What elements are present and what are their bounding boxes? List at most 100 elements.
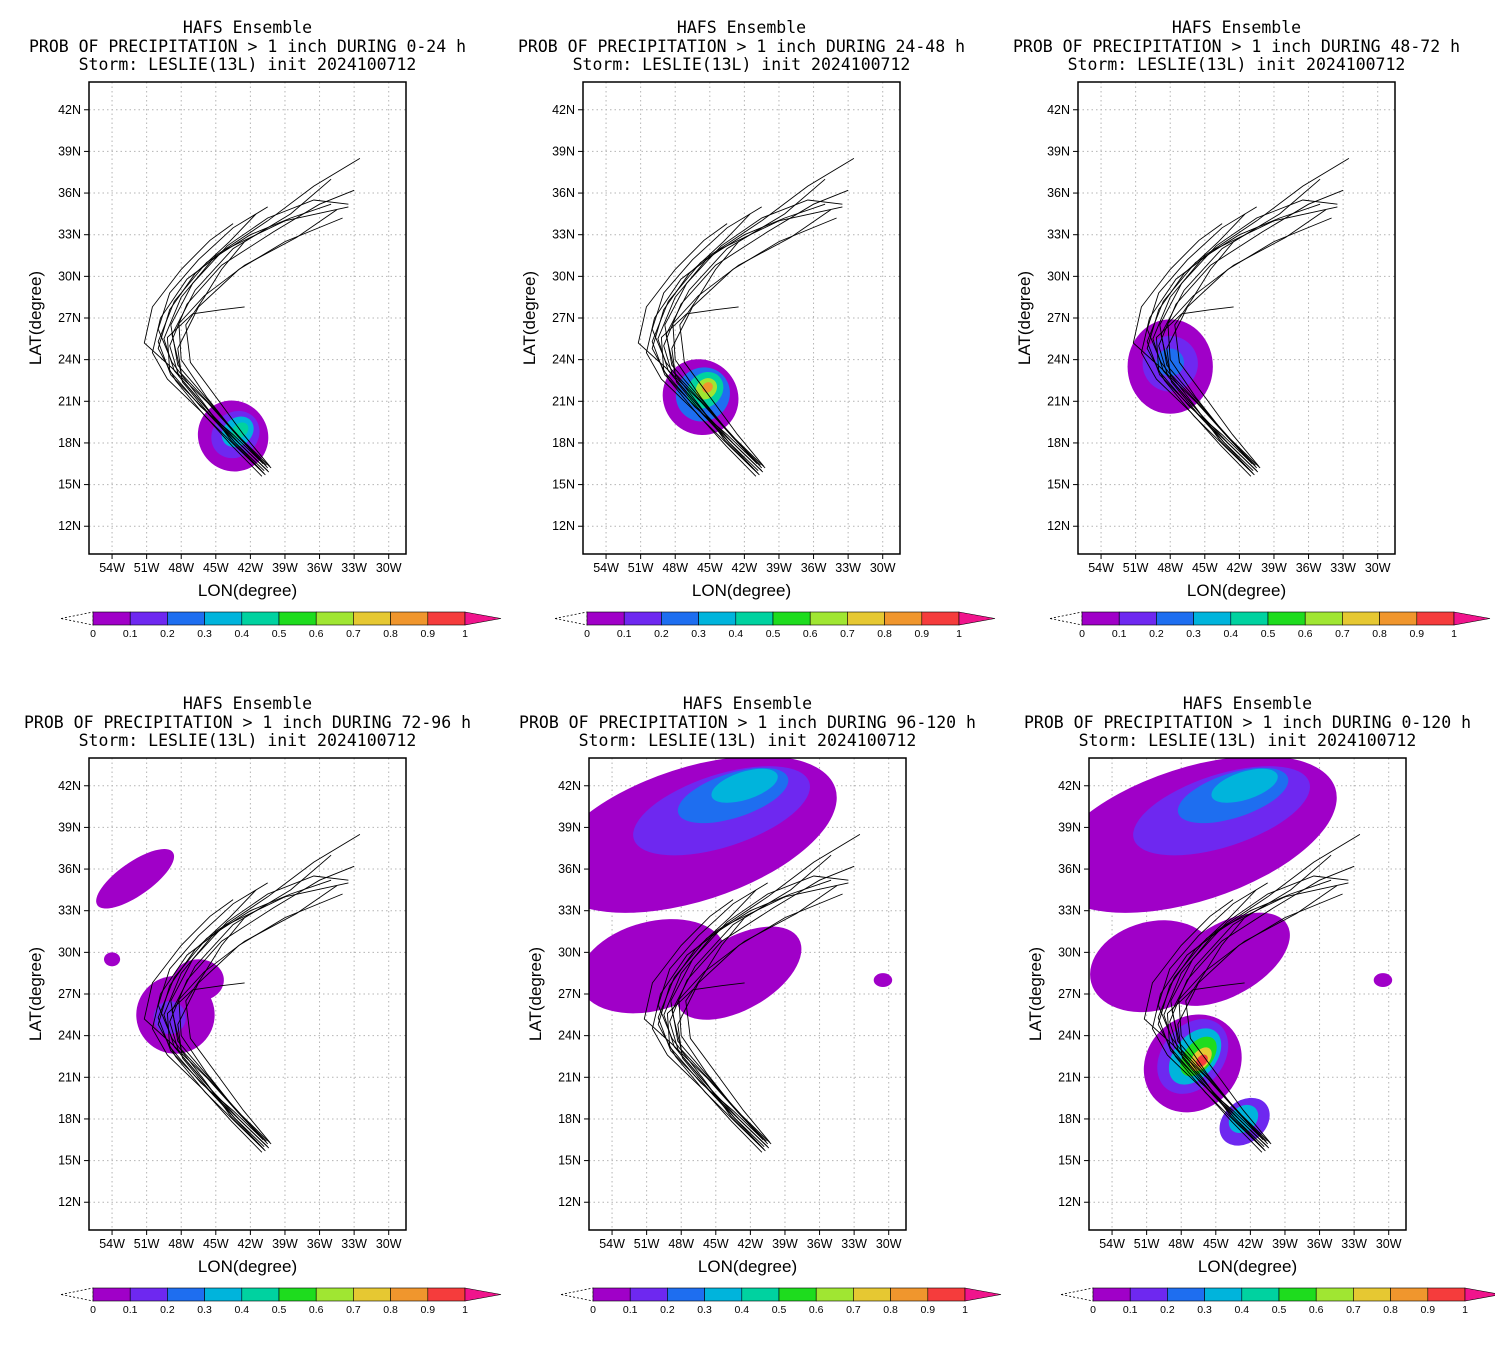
colorbar-tick-label: 0.1 [123,628,138,640]
grid-lines [89,82,406,554]
lat-tick-label: 18N [558,1112,581,1126]
lon-tick-label: 30W [1376,1237,1402,1251]
lat-tick-label: 30N [552,269,575,283]
lat-tick-label: 42N [558,779,581,793]
colorbar-tick-label: 0.6 [309,1304,324,1316]
y-axis-label: LAT(degree) [520,271,539,365]
colorbar-segment [1278,1287,1317,1302]
colorbar-segment [1353,1287,1391,1302]
colorbar-tick-label: 0.5 [272,1304,287,1316]
lat-tick-label: 15N [58,478,81,492]
colorbar-segment [629,1287,668,1302]
ensemble-track [1167,209,1327,465]
lon-tick-label: 42W [738,1237,764,1251]
ensemble-track [177,893,343,1149]
y-axis-label: LAT(degree) [26,271,45,365]
colorbar-segment [698,611,737,626]
ensemble-track [651,213,760,476]
colorbar-segment [884,611,923,626]
colorbar-segment [129,611,168,626]
colorbar-tick-label: 0.2 [660,1304,675,1316]
colorbar-tick-label: 1 [462,628,468,640]
lon-tick-label: 33W [1330,561,1356,575]
lat-tick-label: 33N [552,228,575,242]
lon-tick-label: 36W [307,1237,333,1251]
ensemble-track [657,889,766,1152]
colorbar-tick-label: 1 [956,628,962,640]
lon-tick-label: 30W [876,1237,902,1251]
colorbar-segment [661,611,699,626]
colorbar-tick-label: 0 [590,1304,596,1316]
ensemble-track [1152,158,1350,474]
lat-tick-label: 39N [1047,144,1070,158]
precip-probability-area [103,952,121,967]
precip-probability-area [1373,973,1393,988]
lon-tick-label: 42W [732,561,758,575]
colorbar-segment [92,611,131,626]
panel-prob-title: PROB OF PRECIPITATION > 1 inch DURING 72… [24,713,471,732]
lat-tick-label: 27N [552,311,575,325]
track-lines [1143,834,1361,1153]
colorbar-segment [241,1287,280,1302]
lat-tick-label: 30N [1047,269,1070,283]
ensemble-track [166,982,263,1139]
colorbar-segment [1167,1287,1205,1302]
colorbar-tick-label: 0.4 [734,1304,749,1316]
ensemble-track [679,227,765,467]
precip-probability-area [96,849,175,909]
y-axis-label: LAT(degree) [1026,947,1045,1041]
colorbar-tick-label: 0.5 [772,1304,787,1316]
lat-tick-label: 42N [58,779,81,793]
lon-tick-label: 39W [772,1237,798,1251]
y-axis-label: LAT(degree) [526,947,545,1041]
lat-tick-label: 27N [558,987,581,1001]
colorbar-tick-label: 0.2 [1149,628,1164,640]
lon-tick-label: 33W [341,561,367,575]
lon-tick-label: 54W [99,1237,125,1251]
colorbar-segment [390,611,429,626]
colorbar-segment [927,1287,966,1302]
colorbar-tick-label: 0.4 [1223,628,1238,640]
ensemble-track [678,885,838,1141]
lat-tick-label: 39N [1058,820,1081,834]
colorbar-tick-label: 0.7 [346,628,361,640]
colorbar-segment [167,611,205,626]
lat-tick-label: 39N [58,820,81,834]
ensemble-track [1143,899,1269,1145]
lon-tick-label: 45W [203,1237,229,1251]
colorbar-tick-label: 0.6 [809,1304,824,1316]
ensemble-track [660,306,757,463]
lon-tick-label: 48W [168,561,194,575]
lat-tick-label: 39N [552,144,575,158]
lat-tick-label: 42N [58,103,81,117]
lat-tick-label: 33N [1058,904,1081,918]
lat-tick-label: 15N [1047,478,1070,492]
ensemble-track [666,982,763,1139]
colorbar-segment [1081,611,1120,626]
colorbar-segment [1267,611,1306,626]
lat-tick-label: 24N [58,353,81,367]
track-lines [143,158,361,477]
colorbar-segment [241,611,280,626]
lon-tick-label: 36W [807,1237,833,1251]
lon-tick-label: 36W [1307,1237,1333,1251]
colorbar-over-triangle [958,611,996,626]
lat-tick-label: 36N [58,862,81,876]
lon-tick-label: 39W [272,1237,298,1251]
ensemble-track [645,206,843,477]
lat-tick-label: 18N [552,436,575,450]
lon-tick-label: 54W [599,1237,625,1251]
lat-tick-label: 39N [58,144,81,158]
lon-tick-label: 42W [238,561,264,575]
lat-tick-label: 36N [552,186,575,200]
colorbar-segment [92,1287,131,1302]
lat-tick-label: 21N [558,1070,581,1084]
lat-tick-label: 39N [558,820,581,834]
lat-tick-label: 12N [1047,519,1070,533]
lon-tick-label: 30W [376,561,402,575]
lat-tick-label: 33N [558,904,581,918]
lat-tick-label: 27N [58,311,81,325]
lon-tick-label: 54W [593,561,619,575]
colorbar-segment [204,611,243,626]
colorbar-tick-label: 0.9 [914,628,929,640]
